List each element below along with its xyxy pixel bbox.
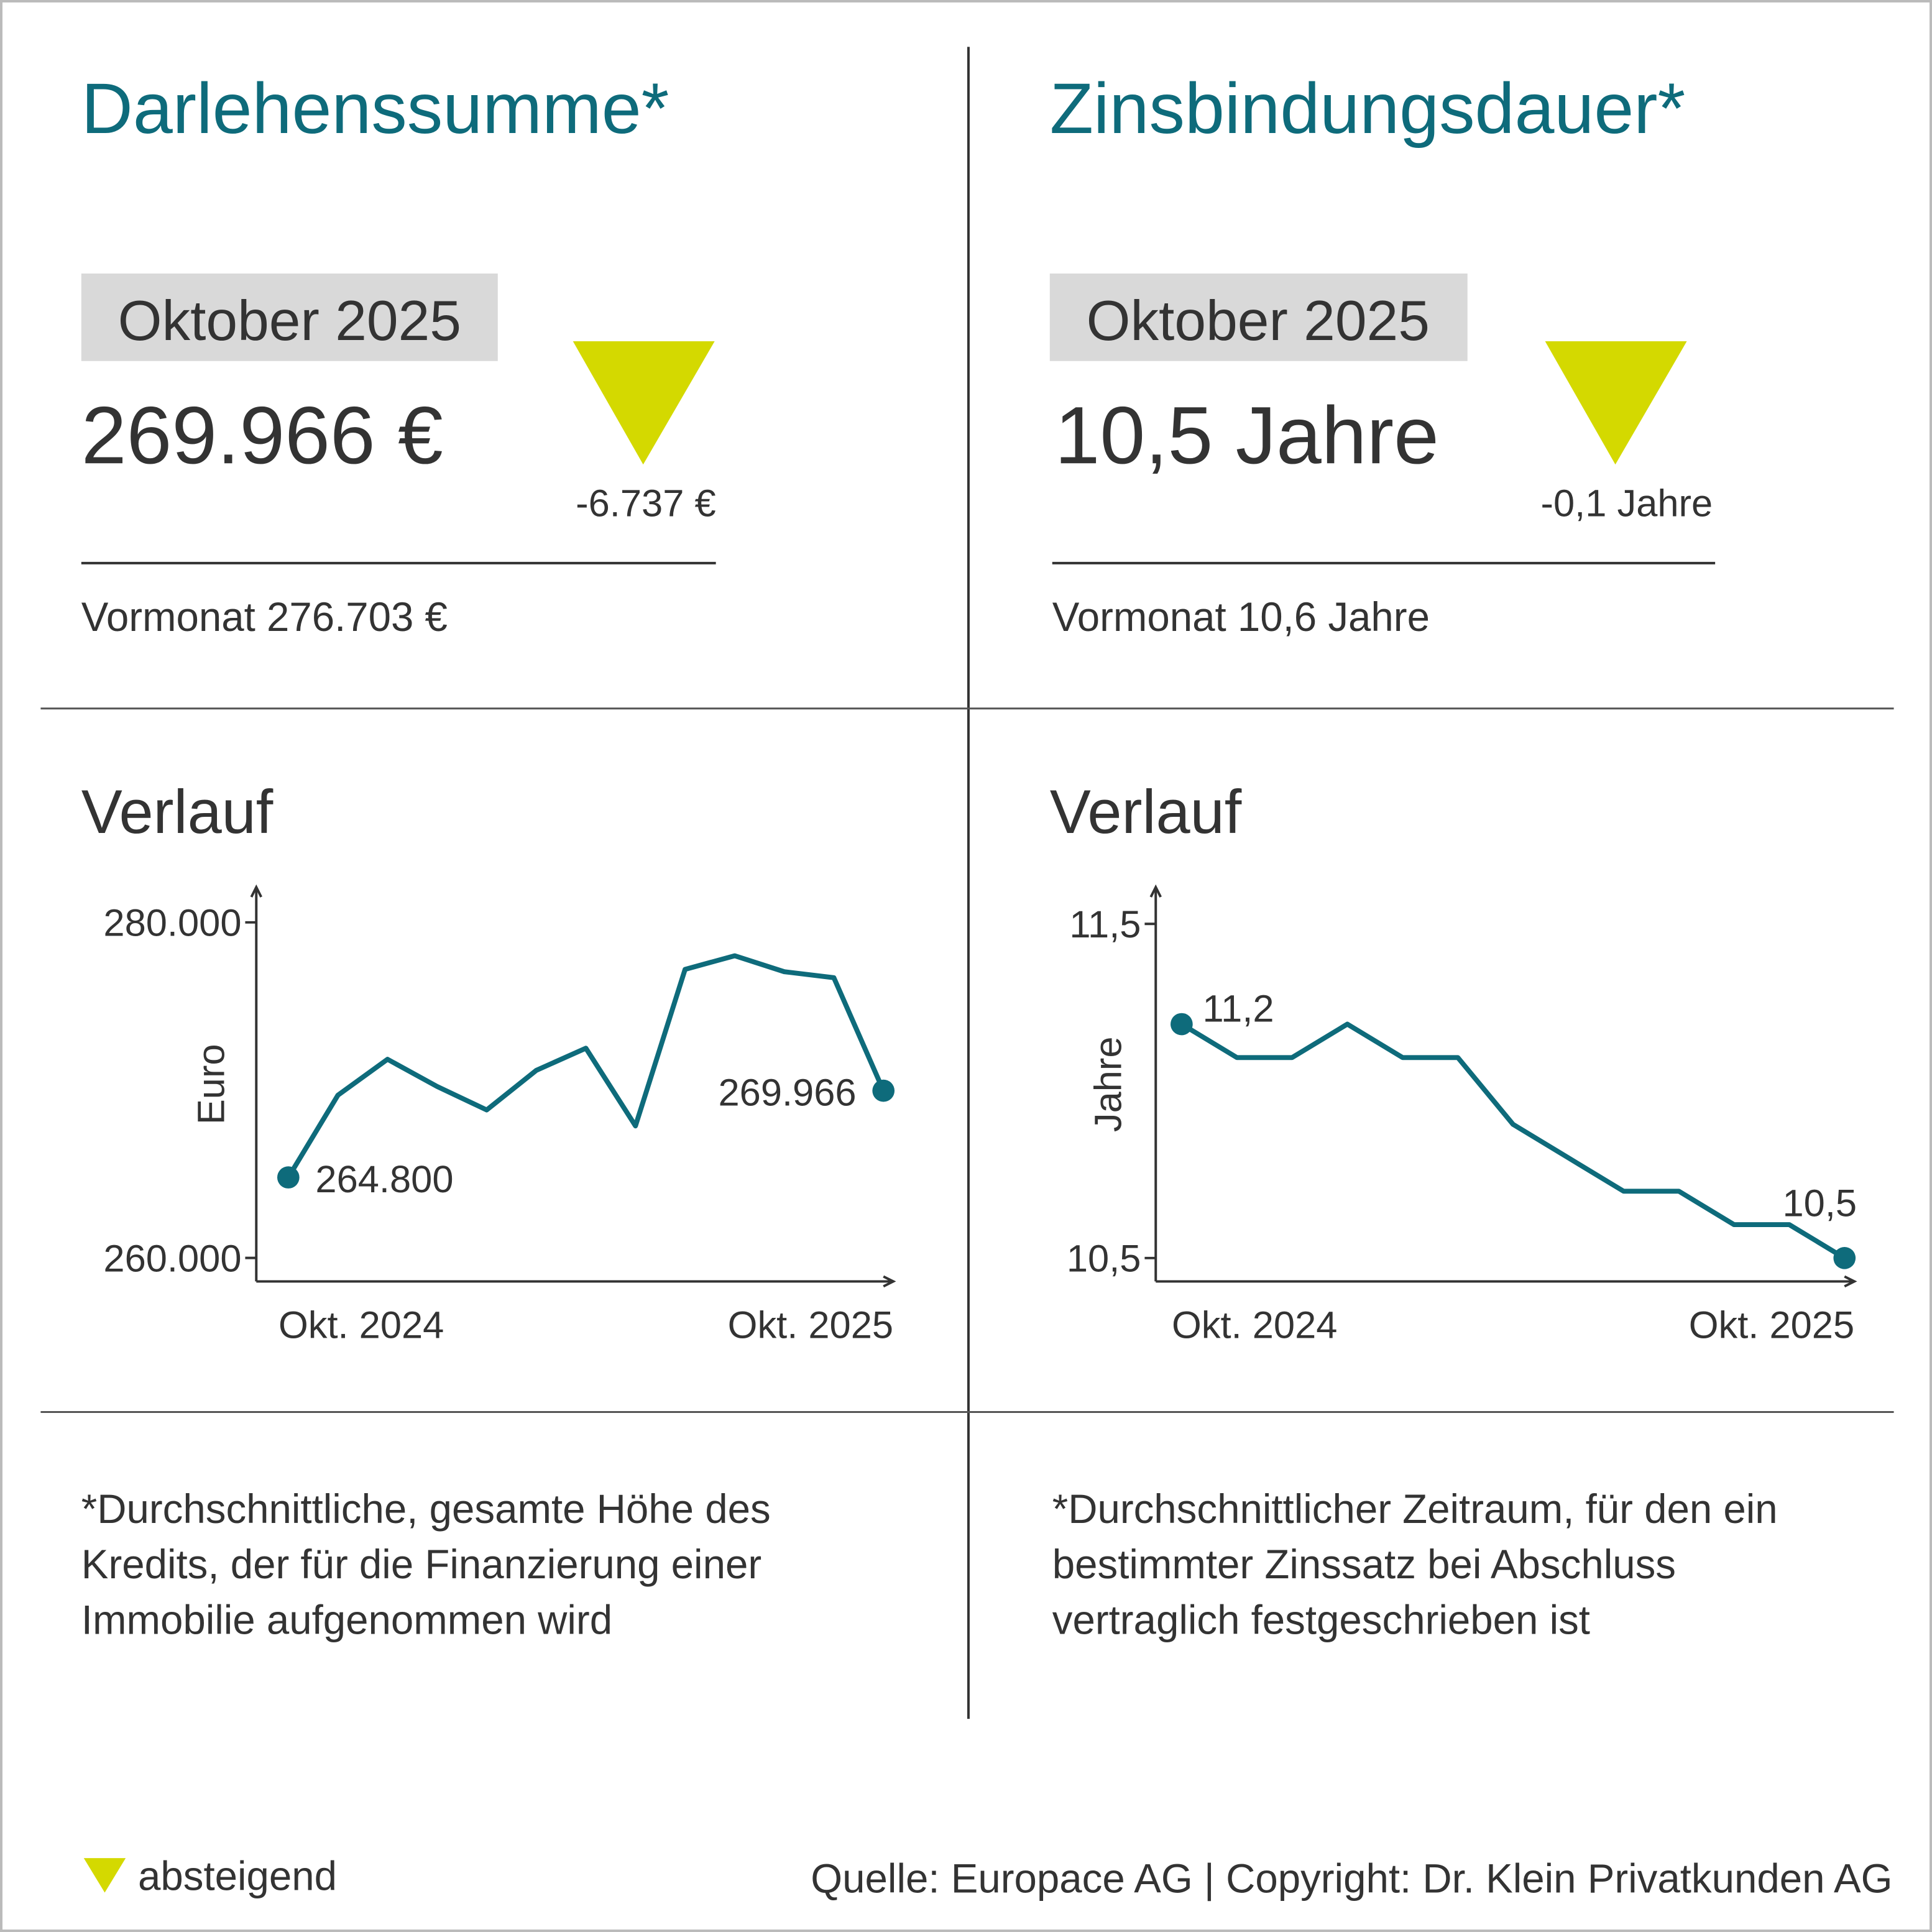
previous: Vormonat 276.703 €	[81, 594, 448, 640]
data-line	[1180, 1021, 1846, 1261]
x-tick-label: Okt. 2024	[278, 1304, 444, 1347]
chart-title: Verlauf	[81, 778, 274, 847]
axis-arrow	[1149, 884, 1162, 898]
change: -0,1 Jahre	[1541, 482, 1713, 525]
y-tick-label: 280.000	[103, 902, 241, 945]
change: -6.737 €	[576, 482, 715, 525]
y-tick-label: 260.000	[103, 1237, 241, 1280]
source: Quelle: Europace AG | Copyright: Dr. Kle…	[811, 1856, 1892, 1902]
legend-label: absteigend	[138, 1854, 337, 1899]
down-arrow	[1545, 341, 1687, 465]
footnote: Kredits, der für die Finanzierung einer	[81, 1542, 761, 1587]
panel-title: Zinsbindungsdauer*	[1050, 69, 1686, 149]
period: Oktober 2025	[118, 289, 461, 352]
footnote: Immobilie aufgenommen wird	[81, 1597, 612, 1642]
legend-marker	[83, 1858, 126, 1893]
x-tick-label: Okt. 2025	[1689, 1304, 1854, 1347]
current-value: 10,5 Jahre	[1055, 390, 1439, 481]
down-arrow	[573, 341, 715, 465]
period-box	[1049, 274, 1468, 361]
data-point	[1833, 1246, 1856, 1269]
previous: Vormonat 10,6 Jahre	[1052, 594, 1430, 640]
axis-arrow	[1844, 1275, 1857, 1288]
footnote: vertraglich festgeschrieben ist	[1052, 1597, 1590, 1642]
period: Oktober 2025	[1087, 289, 1430, 352]
data-point	[872, 1079, 895, 1102]
y-tick-label: 11,5	[1069, 903, 1141, 946]
data-point	[277, 1166, 300, 1189]
y-tick-label: 10,5	[1067, 1238, 1141, 1281]
current-value: 269.966 €	[81, 390, 443, 481]
axis-arrow	[883, 1275, 896, 1288]
x-tick-label: Okt. 2025	[728, 1304, 893, 1347]
chart-title: Verlauf	[1050, 778, 1242, 847]
panel-title: Darlehenssumme*	[81, 69, 669, 149]
data-label: 264.800	[315, 1158, 453, 1201]
data-label: 11,2	[1203, 988, 1274, 1031]
data-point	[1171, 1013, 1193, 1036]
data-line	[286, 953, 886, 1179]
period-box	[81, 274, 498, 361]
footnote: *Durchschnittliche, gesamte Höhe des	[81, 1486, 771, 1532]
data-label: 269.966	[718, 1071, 856, 1114]
footnote: bestimmter Zinssatz bei Abschluss	[1052, 1542, 1676, 1587]
x-tick-label: Okt. 2024	[1172, 1304, 1337, 1347]
y-axis-label: Jahre	[1087, 1036, 1130, 1132]
footnote: *Durchschnittlicher Zeitraum, für den ei…	[1052, 1486, 1778, 1532]
axis-arrow	[250, 884, 262, 898]
y-axis-label: Euro	[190, 1044, 233, 1125]
data-label: 10,5	[1783, 1182, 1857, 1225]
